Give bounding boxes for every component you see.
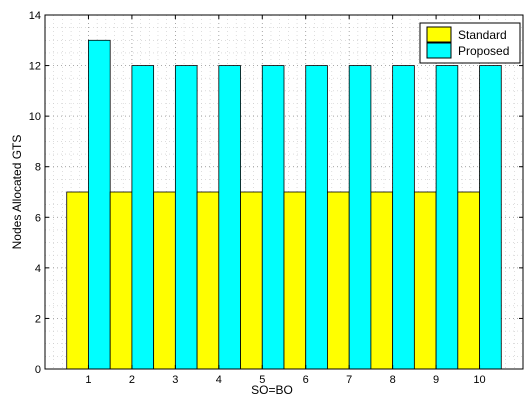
y-tick-label: 4 [35,263,41,275]
axes-box [44,14,524,370]
bar-standard-4 [196,191,220,370]
x-tick-label: 4 [216,374,222,386]
plot-frame [44,14,524,370]
bar-proposed-4 [218,65,241,370]
bar-standard-2 [109,191,133,370]
x-tick-label: 3 [172,374,178,386]
bar-standard-5 [240,191,263,370]
x-axis-ticks: 1 2 3 4 5 6 7 8 9 10 [85,15,486,386]
y-tick-label: 14 [29,10,41,22]
bar-proposed-5 [261,65,285,370]
bar-proposed-9 [435,65,459,370]
legend-swatch-proposed [426,42,452,59]
x-tick-label: 10 [473,374,485,386]
x-tick-label: 1 [85,374,91,386]
y-axis-label: Nodes Allocated GTS [10,135,24,250]
y-tick-label: 6 [35,212,41,224]
bar-proposed-7 [348,65,372,370]
bar-series [66,39,502,370]
bar-standard-10 [457,191,480,370]
x-tick-label: 8 [390,374,396,386]
x-tick-label: 9 [433,374,439,386]
legend-label-proposed: Proposed [458,44,509,58]
legend-label-standard: Standard [458,28,507,42]
y-tick-label: 8 [35,162,41,174]
y-tick-label: 10 [29,111,41,123]
bar-standard-8 [370,191,394,370]
x-tick-label: 2 [129,374,135,386]
bar-standard-7 [327,191,350,370]
bar-proposed-1 [88,39,111,370]
y-tick-label: 12 [29,61,41,73]
y-axis-ticks: 0 2 4 6 8 10 12 14 [29,10,523,376]
legend-swatch-standard [426,26,452,43]
bar-standard-9 [413,191,437,370]
bar-proposed-8 [392,65,415,370]
x-tick-label: 7 [346,374,352,386]
bar-standard-1 [66,191,89,370]
legend: Standard Proposed [419,22,521,64]
y-tick-label: 0 [35,364,41,376]
y-tick-label: 2 [35,313,41,325]
x-axis-label: SO=BO [251,383,293,397]
bar-standard-3 [153,191,176,370]
bar-proposed-10 [479,65,502,370]
bar-standard-6 [283,191,307,370]
x-tick-label: 6 [303,374,309,386]
bar-proposed-3 [174,65,198,370]
x-tick-label: 5 [259,374,265,386]
bar-proposed-2 [131,65,155,370]
bar-proposed-6 [305,65,328,370]
